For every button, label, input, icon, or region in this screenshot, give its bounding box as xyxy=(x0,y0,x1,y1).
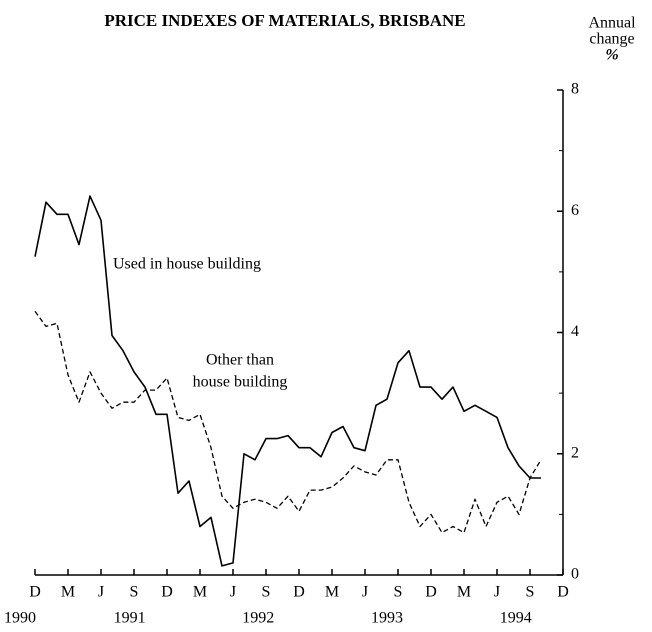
y-axis-label: Annual xyxy=(588,15,636,32)
y-axis-label: change xyxy=(589,31,634,48)
x-tick-label: D xyxy=(557,584,569,601)
series-label: Other than xyxy=(206,352,274,369)
series-label: house building xyxy=(193,374,288,391)
x-tick-label: D xyxy=(161,584,173,601)
year-label: 1990 xyxy=(4,610,36,627)
x-tick-label: J xyxy=(98,584,104,601)
y-tick-label: 6 xyxy=(571,202,579,219)
year-label: 1991 xyxy=(114,610,146,627)
x-tick-label: S xyxy=(130,584,139,601)
x-tick-label: J xyxy=(494,584,500,601)
x-tick-label: J xyxy=(230,584,236,601)
series-line xyxy=(34,195,541,567)
x-tick-label: M xyxy=(325,584,339,601)
x-tick-label: D xyxy=(293,584,305,601)
year-label: 1994 xyxy=(500,610,532,627)
y-tick-label: 8 xyxy=(571,81,579,98)
y-tick-label: 2 xyxy=(571,444,579,461)
chart-title: PRICE INDEXES OF MATERIALS, BRISBANE xyxy=(104,11,465,30)
y-axis-label: % xyxy=(605,47,618,64)
year-label: 1993 xyxy=(371,610,403,627)
x-tick-label: S xyxy=(262,584,271,601)
x-tick-label: D xyxy=(29,584,41,601)
y-tick-label: 0 xyxy=(571,566,579,583)
x-tick-label: M xyxy=(61,584,75,601)
x-tick-label: M xyxy=(457,584,471,601)
x-tick-label: S xyxy=(526,584,535,601)
series-line xyxy=(34,310,542,534)
x-tick-label: D xyxy=(425,584,437,601)
x-tick-label: S xyxy=(394,584,403,601)
year-label: 1992 xyxy=(242,610,274,627)
y-tick-label: 4 xyxy=(571,323,579,340)
series-label: Used in house building xyxy=(113,256,261,273)
x-tick-label: J xyxy=(362,584,368,601)
x-tick-label: M xyxy=(193,584,207,601)
